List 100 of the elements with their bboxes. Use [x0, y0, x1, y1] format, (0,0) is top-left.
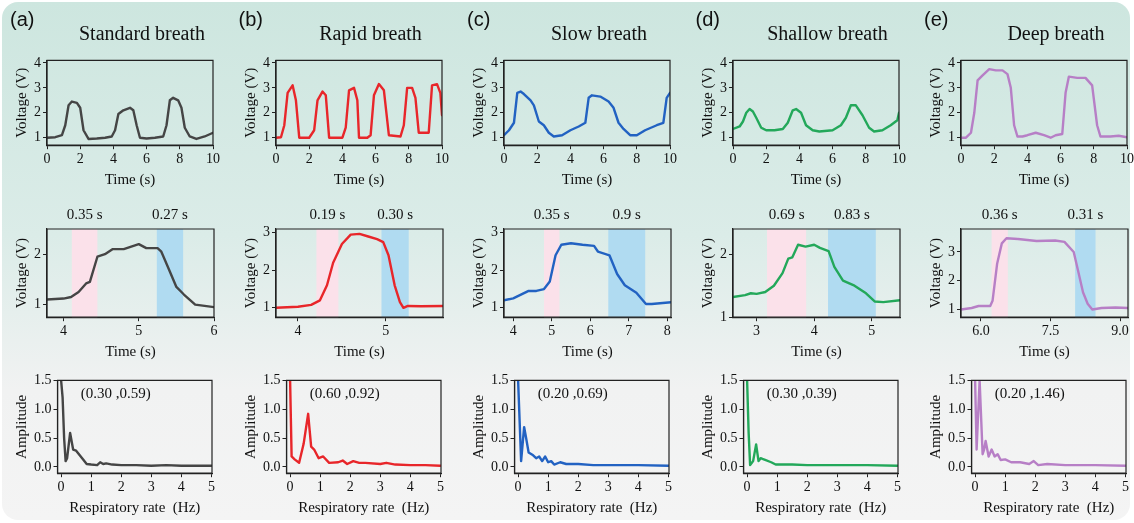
y-tick-label: 1	[719, 308, 727, 324]
chart-title: Standard breath	[77, 22, 207, 45]
y-tick-label: 3	[491, 79, 498, 95]
band-label: 0.35 s	[66, 206, 103, 223]
x-tick-label: 1	[87, 479, 95, 495]
chart-title: Slow breath	[549, 22, 649, 45]
text: (e)	[924, 8, 949, 31]
x-axis-title: Time (s)	[333, 170, 384, 188]
y-tick-label: 0.5	[719, 429, 737, 445]
x-tick-label: 4	[109, 151, 117, 167]
band-label: 0.69 s	[768, 206, 805, 223]
y-tick-label: 0.5	[34, 429, 52, 445]
y-axis-title: Voltage (V)	[241, 238, 259, 309]
y-tick-label: 3	[491, 224, 498, 240]
x-tick-label: 10	[1120, 151, 1134, 167]
x-tick-label: 5	[135, 323, 143, 339]
text: (c)	[467, 8, 491, 31]
y-axis-title: Amplitude	[241, 394, 258, 459]
x-tick-label: 3	[147, 479, 155, 495]
x-tick-label: 4	[634, 479, 642, 495]
x-axis-title: Time (s)	[790, 342, 842, 360]
x-tick-label: 6	[828, 151, 836, 167]
x-tick-label: 6	[600, 151, 608, 167]
y-tick-label: 0.0	[34, 458, 52, 474]
x-axis-title: Time (s)	[1019, 342, 1070, 360]
y-tick-label: 1.5	[34, 372, 52, 388]
y-tick-label: 0.5	[948, 429, 966, 445]
y-tick-label: 1.0	[491, 400, 509, 416]
y-tick-label: 0.0	[491, 458, 509, 474]
x-tick-label: 6.0	[972, 323, 990, 339]
text: (b)	[238, 8, 263, 31]
x-axis-title: Respiratory rate (Hz)	[297, 498, 429, 516]
x-tick-label: 4	[406, 479, 414, 495]
y-tick-label: 3	[948, 243, 955, 259]
band-label: 0.83 s	[833, 206, 870, 223]
y-tick-label: 0.0	[719, 458, 737, 474]
annotation: (0.20 ,1.46)	[994, 384, 1065, 402]
y-tick-label: 4	[262, 54, 270, 70]
y-tick-label: 3	[262, 79, 270, 95]
annotation: (0.30 ,0.39)	[766, 384, 837, 402]
x-tick-label: 9.0	[1111, 323, 1129, 339]
x-tick-label: 5	[548, 323, 556, 339]
x-tick-label: 0	[743, 479, 751, 495]
y-tick-label: 0.5	[491, 429, 509, 445]
x-axis-title: Respiratory rate (Hz)	[526, 498, 658, 516]
x-tick-label: 3	[752, 323, 760, 339]
x-tick-label: 3	[604, 479, 612, 495]
y-axis-title: Voltage (V)	[12, 67, 30, 138]
x-tick-label: 1	[773, 479, 781, 495]
y-axis-title: Voltage (V)	[12, 238, 30, 309]
x-tick-label: 3	[833, 479, 841, 495]
x-axis-title: Time (s)	[333, 342, 385, 360]
x-tick-label: 8	[176, 151, 184, 167]
y-tick-label: 2	[34, 104, 41, 120]
x-tick-label: 10	[434, 151, 449, 167]
y-tick-label: 2	[262, 104, 270, 120]
band-label: 0.19 s	[309, 206, 345, 223]
x-tick-label: 0	[957, 151, 965, 167]
y-tick-label: 4	[948, 54, 955, 70]
y-axis-title: Amplitude	[926, 394, 943, 459]
text: (d)	[695, 8, 720, 31]
annotation: (0.20 ,0.69)	[537, 384, 608, 402]
x-axis-title: Respiratory rate (Hz)	[69, 498, 201, 516]
x-tick-label: 4	[1091, 479, 1099, 495]
x-tick-label: 8	[663, 323, 671, 339]
x-tick-label: 10	[891, 151, 906, 167]
x-tick-label: 8	[861, 151, 869, 167]
band-label: 0.9 s	[612, 206, 642, 223]
x-tick-label: 3	[1061, 479, 1069, 495]
y-tick-label: 1	[262, 299, 270, 315]
y-tick-label: 2	[948, 104, 955, 120]
y-tick-label: 1.0	[34, 400, 52, 416]
y-tick-label: 2	[262, 261, 270, 277]
x-axis-title: Time (s)	[790, 170, 841, 188]
y-tick-label: 3	[262, 224, 270, 240]
chart-title: Deep breath	[1006, 22, 1106, 45]
y-tick-label: 3	[34, 79, 41, 95]
y-tick-label: 2	[491, 261, 498, 277]
x-tick-label: 8	[633, 151, 641, 167]
x-tick-label: 6	[371, 151, 379, 167]
x-tick-label: 6	[1057, 151, 1065, 167]
x-tick-label: 0	[729, 151, 736, 167]
x-tick-label: 0	[57, 479, 65, 495]
band-label: 0.31 s	[1067, 206, 1104, 223]
x-tick-label: 5	[664, 479, 672, 495]
y-tick-label: 1	[948, 301, 955, 317]
y-axis-title: Voltage (V)	[926, 238, 944, 309]
x-tick-label: 0	[500, 151, 508, 167]
y-axis-title: Voltage (V)	[469, 67, 487, 138]
x-tick-label: 5	[867, 323, 875, 339]
x-tick-label: 0	[43, 151, 51, 167]
y-tick-label: 4	[491, 54, 498, 70]
x-tick-label: 8	[404, 151, 412, 167]
y-tick-label: 1	[719, 129, 727, 145]
x-axis-title: Respiratory rate (Hz)	[754, 498, 886, 516]
y-tick-label: 3	[948, 79, 955, 95]
text: (a)	[10, 8, 35, 31]
y-tick-label: 2	[719, 104, 727, 120]
y-tick-label: 1	[34, 129, 41, 145]
y-tick-label: 0.5	[262, 429, 280, 445]
